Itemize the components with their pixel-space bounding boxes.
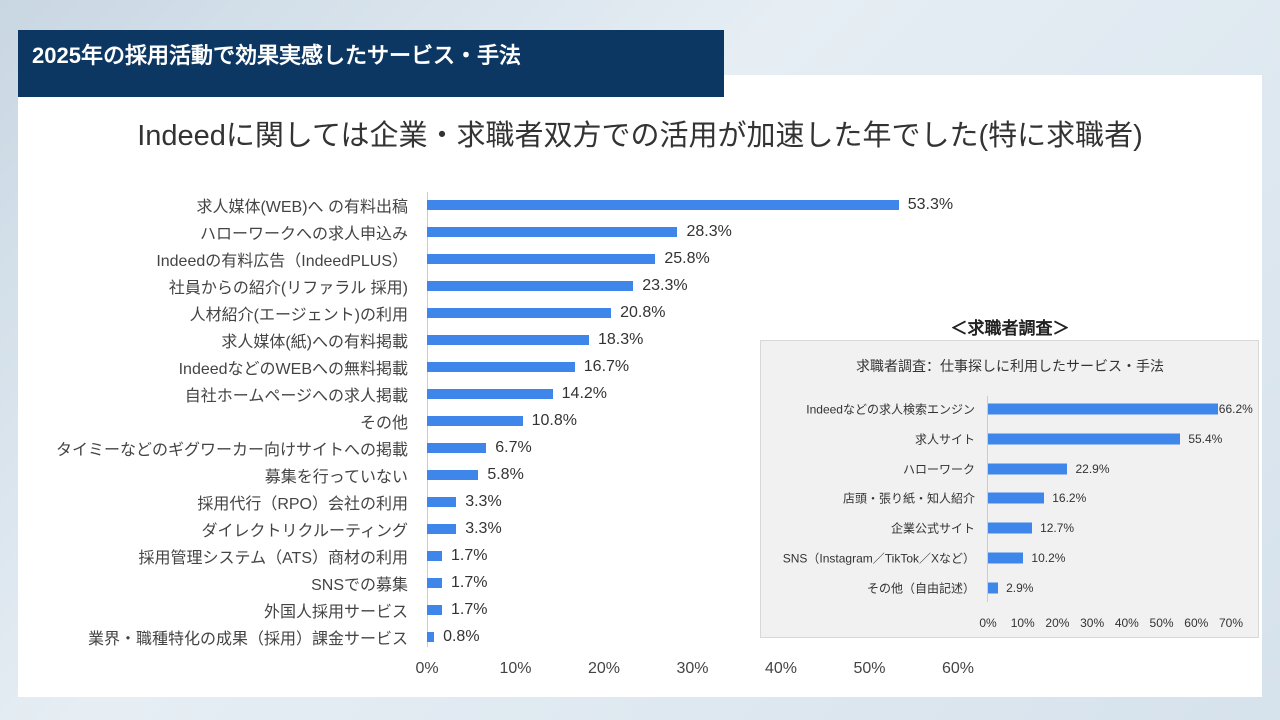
category-label: Indeedの有料広告（IndeedPLUS） bbox=[156, 253, 408, 270]
inset-chart-axis bbox=[987, 396, 988, 602]
data-label: 16.7% bbox=[583, 358, 630, 375]
category-label: 業界・職種特化の成果（採用）課金サービス bbox=[87, 631, 408, 648]
bar bbox=[427, 632, 435, 642]
data-label: 1.7% bbox=[451, 547, 488, 564]
inset-x-tick-label: 0% bbox=[979, 616, 997, 630]
data-label: 53.3% bbox=[907, 196, 954, 213]
inset-bar bbox=[988, 522, 1033, 534]
inset-category-label: その他（自由記述） bbox=[866, 581, 975, 596]
bar bbox=[427, 389, 553, 399]
inset-x-tick-label: 50% bbox=[1149, 616, 1174, 630]
bar bbox=[427, 227, 678, 237]
bar bbox=[427, 362, 575, 372]
inset-category-label: ハローワーク bbox=[902, 462, 975, 477]
inset-bar bbox=[988, 463, 1068, 475]
data-label: 25.8% bbox=[664, 250, 710, 267]
data-label: 18.3% bbox=[597, 331, 644, 348]
inset-bar bbox=[988, 552, 1024, 564]
data-label: 10.8% bbox=[531, 412, 577, 429]
category-label: その他 bbox=[359, 415, 408, 432]
category-label: タイミーなどのギグワーカー向けサイトへの掲載 bbox=[55, 442, 408, 459]
data-label: 3.3% bbox=[465, 493, 502, 510]
category-label: 社員からの紹介(リファラル 採用) bbox=[168, 280, 408, 297]
data-label: 6.7% bbox=[495, 439, 532, 456]
inset-data-label: 2.9% bbox=[1006, 580, 1034, 595]
category-label: 求人媒体(紙)への有料掲載 bbox=[221, 334, 408, 351]
x-tick-label: 10% bbox=[499, 660, 532, 677]
bar bbox=[427, 254, 656, 264]
inset-data-label: 55.4% bbox=[1188, 431, 1223, 446]
inset-x-tick-label: 40% bbox=[1114, 616, 1139, 630]
bar bbox=[427, 416, 523, 426]
category-label: SNSでの募集 bbox=[311, 577, 408, 594]
inset-data-label: 10.2% bbox=[1031, 551, 1066, 565]
category-label: IndeedなどのWEBへの無料掲載 bbox=[178, 361, 408, 378]
slide-header: 2025年の採用活動で効果実感したサービス・手法 bbox=[18, 30, 724, 97]
category-label: ダイレクトリクルーティング bbox=[201, 523, 408, 540]
inset-data-label: 66.2% bbox=[1218, 402, 1253, 416]
category-label: 自社ホームページへの求人掲載 bbox=[184, 388, 408, 405]
inset-category-label: SNS（Instagram／TikTok／Xなど） bbox=[782, 551, 975, 566]
category-label: 募集を行っていない bbox=[264, 469, 408, 486]
bar bbox=[427, 443, 487, 453]
inset-bar bbox=[988, 433, 1181, 445]
bar bbox=[427, 308, 612, 318]
inset-x-tick-label: 30% bbox=[1080, 616, 1105, 630]
inset-data-label: 12.7% bbox=[1040, 521, 1075, 536]
x-tick-label: 30% bbox=[676, 660, 709, 677]
category-label: 外国人採用サービス bbox=[263, 604, 408, 621]
inset-chart-title: 求職者調査：仕事探しに利用したサービス・手法 bbox=[856, 358, 1164, 374]
bar bbox=[427, 281, 634, 291]
bar bbox=[427, 335, 589, 345]
x-tick-label: 50% bbox=[853, 660, 886, 677]
x-tick-label: 0% bbox=[415, 660, 439, 677]
data-label: 3.3% bbox=[465, 520, 502, 537]
inset-category-label: Indeedなどの求人検索エンジン bbox=[806, 402, 975, 417]
inset-chart-panel bbox=[760, 340, 1259, 638]
data-label: 14.2% bbox=[561, 385, 608, 402]
data-label: 1.7% bbox=[451, 574, 488, 591]
bar bbox=[427, 497, 457, 507]
inset-data-label: 22.9% bbox=[1075, 461, 1110, 476]
inset-x-tick-label: 70% bbox=[1218, 616, 1244, 630]
data-label: 20.8% bbox=[620, 304, 666, 321]
inset-heading: ＜求職者調査＞ bbox=[950, 319, 1070, 338]
category-label: 求人媒体(WEB)へ の有料出稿 bbox=[196, 199, 408, 216]
bar bbox=[427, 524, 457, 534]
inset-x-tick-label: 60% bbox=[1184, 616, 1209, 630]
inset-data-label: 16.2% bbox=[1052, 491, 1087, 506]
inset-category-label: 企業公式サイト bbox=[890, 521, 975, 536]
inset-category-label: 求人サイト bbox=[914, 432, 975, 447]
bar bbox=[427, 578, 443, 588]
bar bbox=[427, 551, 443, 561]
x-tick-label: 40% bbox=[764, 660, 798, 677]
category-label: ハローワークへの求人申込み bbox=[199, 226, 408, 243]
inset-bar bbox=[988, 403, 1218, 415]
inset-x-tick-label: 20% bbox=[1045, 616, 1070, 630]
data-label: 0.8% bbox=[443, 628, 480, 645]
inset-bar bbox=[988, 492, 1045, 504]
category-label: 採用代行（RPO）会社の利用 bbox=[197, 496, 408, 513]
category-label: 人材紹介(エージェント)の利用 bbox=[189, 307, 408, 324]
data-label: 23.3% bbox=[642, 277, 688, 294]
bar bbox=[427, 605, 443, 615]
inset-category-label: 店頭・張り紙・知人紹介 bbox=[842, 491, 975, 506]
inset-x-tick-label: 10% bbox=[1010, 616, 1035, 630]
bar bbox=[427, 200, 899, 210]
data-label: 5.8% bbox=[487, 466, 524, 483]
data-label: 1.7% bbox=[451, 601, 488, 618]
bar bbox=[427, 470, 479, 480]
slide-subtitle: Indeedに関しては企業・求職者双方での活用が加速した年でした(特に求職者) bbox=[137, 120, 1143, 152]
category-label: 採用管理システム（ATS）商材の利用 bbox=[138, 550, 408, 567]
x-tick-label: 60% bbox=[941, 660, 975, 677]
inset-bar bbox=[988, 582, 999, 594]
x-tick-label: 20% bbox=[587, 660, 621, 677]
data-label: 28.3% bbox=[686, 223, 732, 240]
